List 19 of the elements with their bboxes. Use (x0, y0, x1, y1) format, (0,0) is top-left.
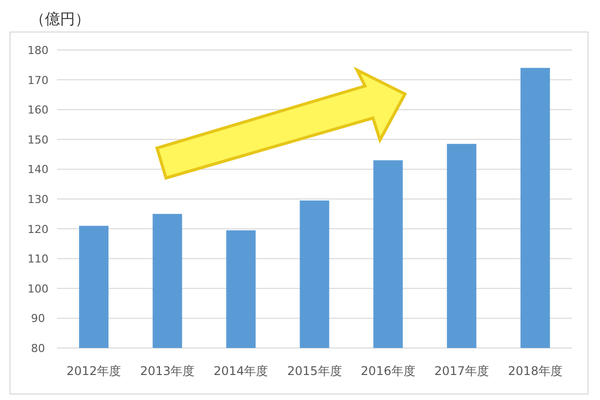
x-tick-label: 2018年度 (508, 364, 562, 378)
x-tick-label: 2012年度 (66, 364, 122, 378)
y-tick-label: 140 (28, 163, 48, 176)
y-tick-label: 180 (28, 44, 48, 57)
y-tick-label: 110 (28, 252, 48, 266)
y-tick-label: 120 (28, 222, 48, 236)
y-tick-label: 160 (28, 104, 48, 117)
y-tick-label: 130 (28, 193, 48, 206)
y-tick-label: 150 (28, 133, 48, 146)
x-tick-label: 2016年度 (360, 364, 416, 378)
y-axis-title: （億円） (30, 10, 90, 28)
x-tick-label: 2017年度 (434, 364, 489, 378)
x-tick-label: 2015年度 (287, 364, 342, 378)
y-tick-label: 170 (28, 74, 48, 87)
y-tick-label: 90 (31, 312, 45, 326)
x-tick-label: 2014年度 (214, 364, 268, 378)
y-tick-label: 100 (28, 282, 48, 296)
y-tick-label: 80 (31, 342, 45, 355)
x-tick-label: 2013年度 (140, 364, 195, 378)
